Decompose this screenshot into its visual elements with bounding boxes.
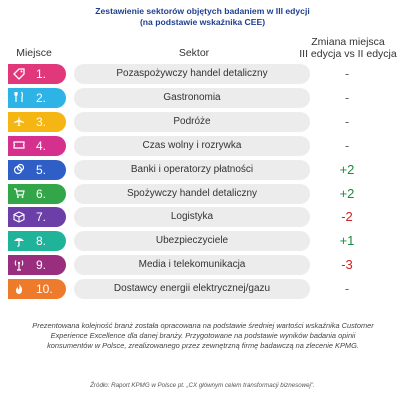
methodology-note: Prezentowana kolejność branż została opr…: [32, 321, 374, 350]
rank-number: 10.: [36, 282, 53, 297]
sector-name: Dostawcy energii elektrycznej/gazu: [74, 279, 310, 300]
ranking-row: 8. Ubezpieczyciele +1: [0, 231, 405, 252]
title-line-2: (na podstawie wskaźnika CEE): [139, 17, 266, 27]
source-note: Źródło: Raport KPMG w Polsce pt. „CX głó…: [90, 382, 315, 389]
rank-number: 6.: [36, 186, 47, 201]
rank-badge: 6.: [8, 183, 66, 204]
rank-number: 7.: [36, 210, 47, 225]
tag-icon: [12, 67, 25, 80]
sector-name: Podróże: [74, 111, 310, 132]
rank-number: 9.: [36, 258, 47, 273]
rank-badge: 5.: [8, 159, 66, 180]
cutlery-icon: [12, 91, 25, 104]
sector-name: Gastronomia: [74, 87, 310, 108]
ranking-row: 5. Banki i operatorzy płatności +2: [0, 159, 405, 180]
rank-number: 3.: [36, 114, 47, 129]
sector-name: Ubezpieczyciele: [74, 231, 310, 252]
rank-badge: 1.: [8, 64, 66, 84]
rank-change: -2: [341, 209, 353, 225]
header-rank: Miejsce: [16, 47, 52, 59]
antenna-icon: [12, 258, 25, 271]
ranking-row: 3. Podróże -: [0, 111, 405, 132]
ranking-row: 6. Spożywczy handel detaliczny +2: [0, 183, 405, 204]
header-change: Zmiana miejsca III edycja vs II edycja: [292, 36, 404, 60]
ranking-row: 9. Media i telekomunikacja -3: [0, 255, 405, 276]
header-sector: Sektor: [178, 47, 210, 59]
cart-icon: [12, 187, 25, 200]
ranking-row: 2. Gastronomia -: [0, 87, 405, 108]
ticket-icon: [12, 139, 25, 152]
rank-badge: 8.: [8, 231, 66, 252]
rank-badge: 4.: [8, 135, 66, 156]
rank-change: +2: [339, 161, 355, 177]
rank-change: -: [344, 66, 350, 81]
umbrella-icon: [12, 234, 25, 247]
title-line-1: Zestawienie sektorów objętych badaniem w…: [95, 6, 310, 16]
rank-badge: 3.: [8, 111, 66, 132]
ranking-row: 10. Dostawcy energii elektrycznej/gazu -: [0, 279, 405, 300]
sector-name: Media i telekomunikacja: [74, 255, 310, 276]
rank-number: 8.: [36, 234, 47, 249]
rank-number: 4.: [36, 138, 47, 153]
rank-number: 1.: [36, 67, 47, 81]
box-icon: [12, 210, 25, 223]
rank-change: -3: [341, 257, 353, 273]
rank-number: 5.: [36, 162, 47, 177]
rank-change: -: [344, 113, 350, 129]
rank-change: +1: [339, 233, 355, 249]
sector-name: Banki i operatorzy płatności: [74, 159, 310, 180]
sector-name: Spożywczy handel detaliczny: [74, 183, 310, 204]
rank-change: -: [344, 281, 350, 297]
rank-badge: 9.: [8, 255, 66, 276]
rank-badge: 7.: [8, 207, 66, 228]
header-change-line-2: III edycja vs II edycja: [299, 48, 397, 60]
rank-change: -: [344, 89, 350, 105]
ranking-row: 4. Czas wolny i rozrywka -: [0, 135, 405, 156]
chart-title: Zestawienie sektorów objętych badaniem w…: [0, 6, 405, 28]
sector-name: Pozaspożywczy handel detaliczny: [74, 64, 310, 84]
sector-name: Logistyka: [74, 207, 310, 228]
header-change-line-1: Zmiana miejsca: [311, 36, 385, 48]
flame-icon: [12, 282, 25, 295]
coins-icon: [12, 163, 25, 176]
ranking-row: 1. Pozaspożywczy handel detaliczny -: [0, 64, 405, 84]
ranking-row: 7. Logistyka -2: [0, 207, 405, 228]
sector-name: Czas wolny i rozrywka: [74, 135, 310, 156]
rank-badge: 10.: [8, 279, 66, 300]
airplane-icon: [12, 115, 25, 128]
rank-change: +2: [339, 185, 355, 201]
rank-number: 2.: [36, 90, 47, 105]
rank-badge: 2.: [8, 87, 66, 108]
rank-change: -: [344, 137, 350, 153]
